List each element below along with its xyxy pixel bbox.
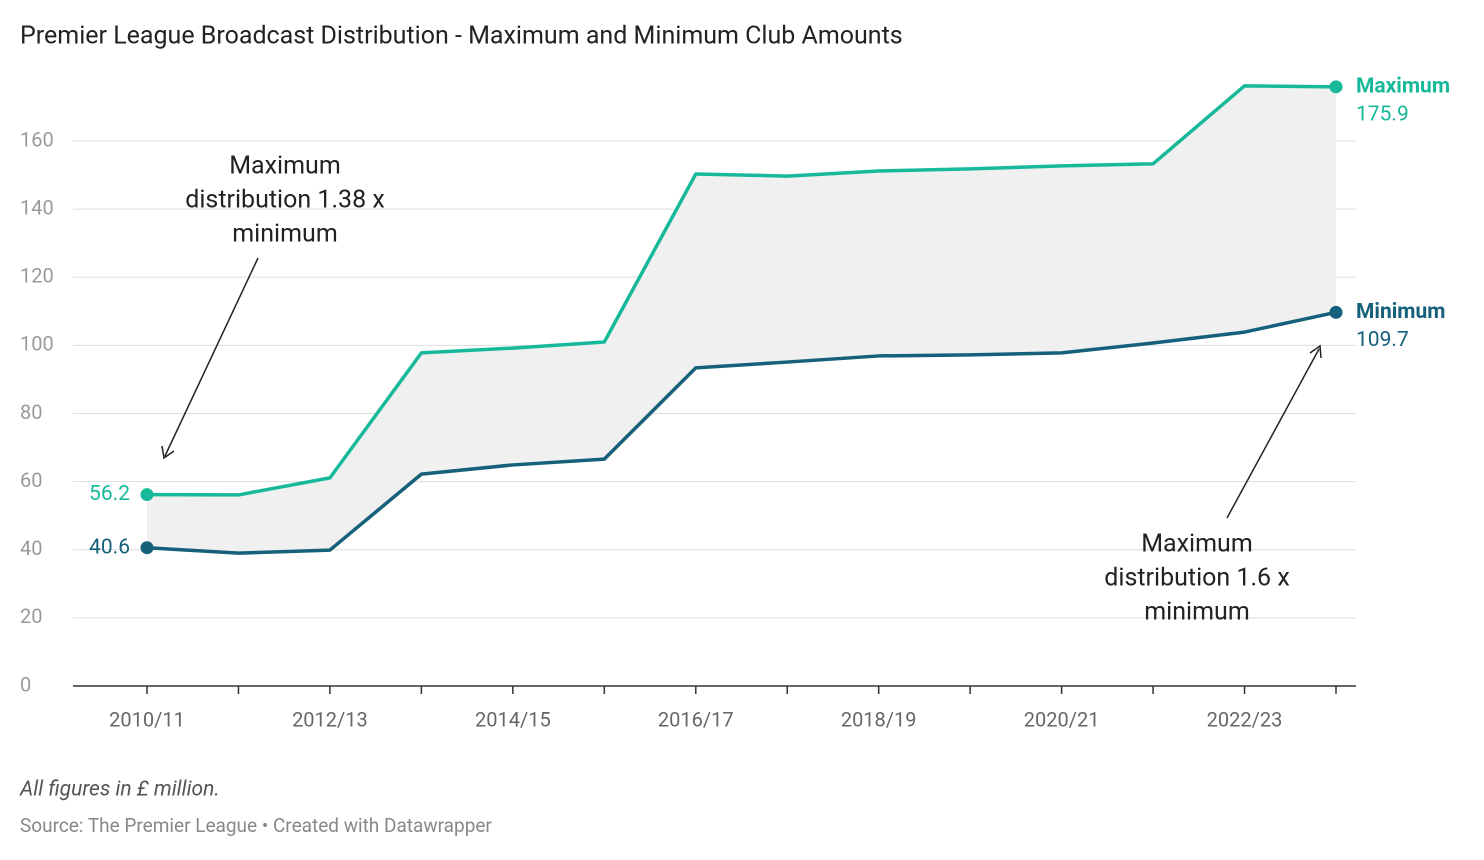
annotation: Maximum: [1141, 530, 1253, 559]
marks: 56.2 Maximum 175.9 40.6 Minimum 109.7: [89, 74, 1450, 559]
x-tick-label: 2016/17: [658, 707, 734, 731]
end-point: [1329, 305, 1343, 319]
x-tick-label: 2018/19: [841, 707, 917, 731]
y-tick-label: 20: [20, 604, 42, 628]
y-tick-label: 160: [20, 127, 54, 151]
end-point: [140, 488, 154, 502]
x-tick-label: 2010/11: [109, 707, 185, 731]
y-tick-label: 80: [20, 400, 42, 424]
end-value-label: 109.7: [1356, 328, 1409, 352]
annotation: minimum: [1144, 598, 1250, 627]
end-point: [1329, 80, 1343, 94]
end-value-label: 175.9: [1356, 102, 1409, 126]
arrow: [164, 257, 259, 457]
annotation: distribution 1.38 x: [185, 186, 385, 215]
range-area: [147, 85, 1336, 554]
series-label: Maximum: [1356, 74, 1450, 98]
y-tick-label: 0: [20, 672, 31, 696]
start-value-label: 56.2: [89, 482, 130, 506]
x-tick-label: 2012/13: [292, 707, 368, 731]
y-tick-label: 140: [20, 195, 54, 219]
annotation: distribution 1.6 x: [1104, 564, 1289, 593]
series-line: [146, 310, 1337, 555]
end-point: [140, 541, 154, 555]
annotation: Maximum: [229, 152, 341, 181]
y-tick-label: 120: [20, 264, 54, 288]
y-tick-label: 60: [20, 468, 42, 492]
y-tick-label: 100: [20, 332, 54, 356]
source: Source: The Premier League • Created wit…: [20, 814, 492, 837]
arrowhead: [161, 445, 175, 460]
x-tick-label: 2014/15: [475, 707, 551, 731]
x-tick-label: 2022/23: [1207, 707, 1283, 731]
series-label: Minimum: [1356, 300, 1445, 324]
arrow: [1226, 348, 1320, 519]
notes: All figures in £ million.: [19, 778, 220, 802]
x-tick-label: 2020/21: [1024, 707, 1100, 731]
series-line: [146, 84, 1337, 497]
annotation: minimum: [232, 220, 338, 249]
arrowhead: [1309, 344, 1322, 359]
chart-title: Premier League Broadcast Distribution - …: [20, 22, 903, 51]
arrows: [161, 257, 1322, 519]
y-tick-label: 40: [20, 536, 42, 560]
start-value-label: 40.6: [89, 535, 130, 559]
